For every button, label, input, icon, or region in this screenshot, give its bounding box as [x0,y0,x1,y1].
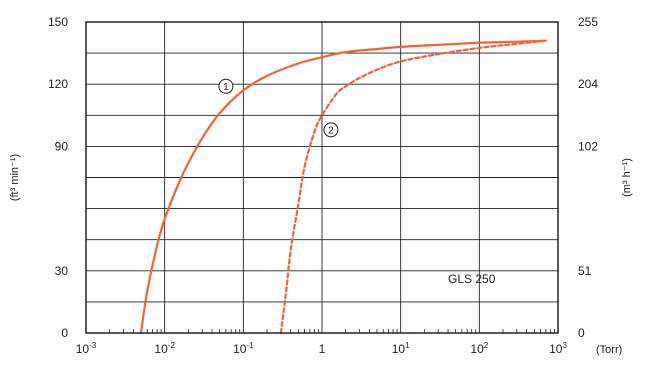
y-right-tick-label: 102 [578,139,598,153]
x-tick-labels: 10-3 10-2 10-1 1 101 102 103 [76,341,568,356]
x-axis-label: (Torr) [596,344,622,356]
model-annotation: GLS 250 [448,272,496,286]
series-marker-circle [218,78,234,94]
series-marker-label: 2 [328,125,334,136]
grid [86,22,558,333]
y-right-tick-label: 255 [578,15,598,29]
y-left-tick-label: 30 [55,264,69,278]
series-marker-label: 1 [223,82,229,93]
x-tick-label: 10-2 [154,341,175,356]
y-right-tick-label: 0 [578,326,585,340]
y-left-tick-label: 0 [61,326,68,340]
y-right-tick-label: 204 [578,77,598,91]
series-markers: 12 [218,78,339,138]
x-tick-label: 10-3 [76,341,97,356]
series-marker-circle [323,122,339,138]
y-left-tick-labels: 0 30 90 120 150 [48,15,68,340]
x-tick-label: 101 [392,341,410,356]
curves [139,39,547,335]
y-axis-label-right: (m³ h⁻¹) [621,158,633,197]
plot-frame [85,21,559,334]
y-right-tick-labels: 0 51 102 204 255 [578,15,598,340]
y-axis-label-left: (ft³ min⁻¹) [9,154,21,201]
x-tick-label: 102 [470,341,488,356]
x-tick-label: 103 [549,341,567,356]
x-tick-label: 1 [319,342,326,356]
y-left-tick-label: 120 [48,77,68,91]
y-right-tick-label: 51 [578,264,592,278]
y-left-tick-label: 150 [48,15,68,29]
y-left-tick-label: 90 [55,139,69,153]
x-tick-label: 10-1 [233,341,254,356]
series-curve-1 [139,39,547,335]
series-curve-2 [279,39,547,335]
